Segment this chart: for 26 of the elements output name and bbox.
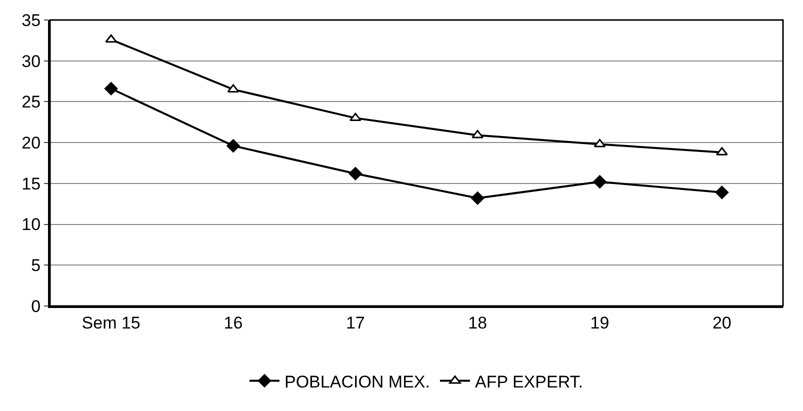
x-tick-label: Sem 15 [82,313,140,332]
point [472,130,484,138]
y-tick-label: 35 [22,10,41,30]
point [715,186,729,200]
y-tick-label: 0 [31,296,41,316]
point [105,34,118,43]
legend-label: POBLACION MEX. [284,372,430,392]
point [104,82,118,96]
x-tick-label: 16 [224,313,243,332]
x-tick-label: 19 [590,313,610,332]
y-tick-label: 5 [31,256,41,276]
legend-label: AFP EXPERT. [474,372,584,392]
x-tick-label: 18 [468,313,488,332]
point [593,175,606,188]
point [594,138,606,148]
y-tick-label: 20 [22,134,41,153]
x-tick-label: 20 [712,313,732,332]
y-tick-label: 25 [22,92,41,112]
y-tick-label: 15 [22,174,41,194]
point [348,167,362,180]
y-tick-label: 30 [22,52,41,71]
y-tick-label: 10 [22,215,41,234]
point [226,139,240,152]
point [349,112,362,122]
point [470,192,484,205]
x-tick-label: 17 [346,313,365,332]
